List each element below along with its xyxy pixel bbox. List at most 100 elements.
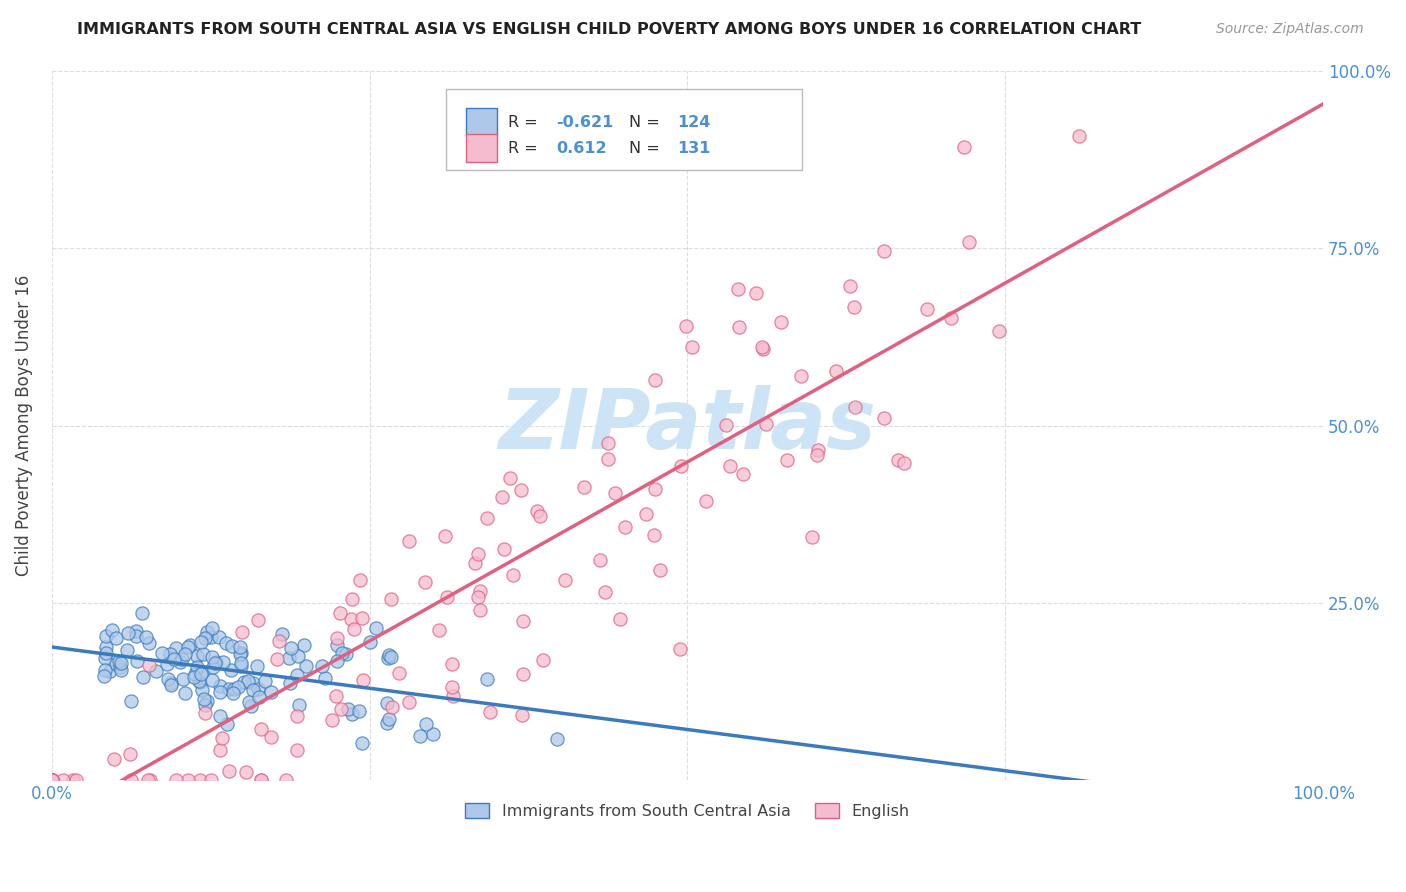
Point [398,534,420,549]
Point [675,319,697,334]
Point [335,647,357,661]
Point [94,640,117,654]
Point [187,674,209,689]
Point [409,730,432,744]
Point [105,631,128,645]
Point [98,664,121,678]
Point [280,641,302,656]
Point [274,772,297,787]
Point [751,340,773,354]
Point [219,663,242,677]
Point [41,772,63,787]
Point [194,706,217,720]
Point [609,612,631,626]
Point [218,764,240,778]
Point [191,682,214,697]
Point [953,139,976,153]
Point [695,494,717,508]
Point [352,673,374,687]
Point [41,772,63,787]
Point [413,574,436,589]
Point [186,648,208,663]
Point [120,772,142,787]
Point [250,722,273,736]
Point [229,657,252,671]
Point [200,630,222,644]
Point [259,730,281,744]
Point [377,650,399,665]
Point [941,310,963,325]
Point [205,656,228,670]
Point [222,682,245,697]
Point [468,602,491,616]
Point [718,458,741,473]
Point [375,696,398,710]
Point [388,666,411,681]
Point [681,340,703,354]
Point [776,452,799,467]
Text: N =: N = [628,141,665,155]
Point [359,635,381,649]
Point [246,658,269,673]
Point [744,286,766,301]
Point [477,511,499,525]
Text: 124: 124 [678,114,710,129]
Point [957,235,980,249]
Point [415,717,437,731]
Point [643,528,665,542]
Point [433,529,456,543]
Point [52,772,75,787]
Point [752,343,775,357]
Point [131,606,153,620]
Point [124,624,146,639]
Point [825,364,848,378]
Point [314,671,336,685]
Point [235,764,257,779]
Point [117,626,139,640]
FancyBboxPatch shape [467,108,496,136]
Point [512,666,534,681]
Point [467,547,489,561]
Point [239,699,262,714]
Point [160,678,183,692]
Point [177,772,200,787]
Point [41,772,63,787]
Point [238,674,260,689]
Point [352,611,374,625]
Point [669,642,692,657]
Point [156,657,179,671]
Point [492,541,515,556]
Point [65,772,87,787]
FancyBboxPatch shape [467,134,496,162]
Point [467,590,489,604]
Point [378,648,401,662]
Point [150,646,173,660]
Point [94,651,117,665]
Point [596,435,619,450]
Point [755,417,778,432]
Point [169,655,191,669]
Text: N =: N = [628,114,665,129]
Point [512,615,534,629]
Point [242,676,264,690]
Point [125,654,148,668]
Point [271,627,294,641]
Point [194,631,217,645]
Point [215,636,238,650]
Point [470,584,492,599]
Point [41,772,63,787]
Point [842,301,865,315]
Text: -0.621: -0.621 [557,114,614,129]
Point [311,659,333,673]
Point [138,658,160,673]
Point [375,716,398,731]
Point [422,727,444,741]
Point [326,631,349,645]
Point [347,704,370,718]
Point [135,630,157,644]
Point [200,621,222,635]
Point [221,640,243,654]
Point [184,667,207,681]
Point [209,709,232,723]
Point [325,689,347,703]
